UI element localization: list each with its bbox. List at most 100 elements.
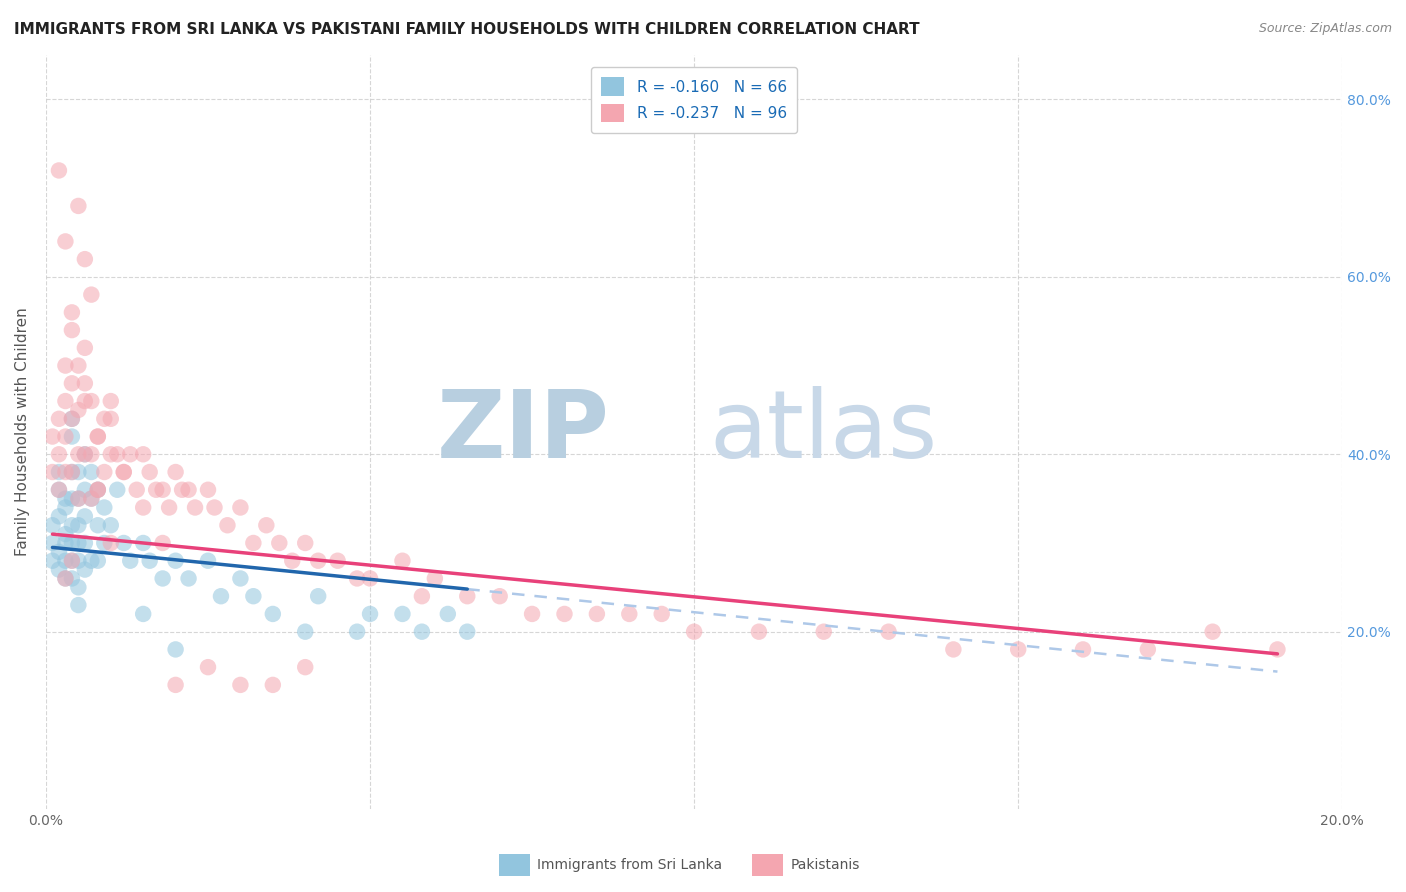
Point xyxy=(553,607,575,621)
Point xyxy=(326,554,349,568)
Point xyxy=(209,589,232,603)
Point xyxy=(105,483,128,497)
Point xyxy=(60,554,83,568)
Point xyxy=(87,429,110,443)
Point xyxy=(242,589,264,603)
Point xyxy=(423,572,446,586)
Legend: R = -0.160   N = 66, R = -0.237   N = 96: R = -0.160 N = 66, R = -0.237 N = 96 xyxy=(591,67,797,133)
Point xyxy=(73,563,96,577)
Point xyxy=(651,607,673,621)
Point xyxy=(67,403,90,417)
Point xyxy=(346,624,368,639)
Point xyxy=(132,500,155,515)
Point xyxy=(67,536,90,550)
Point xyxy=(100,447,122,461)
Point xyxy=(138,554,160,568)
Point xyxy=(93,536,115,550)
Point xyxy=(120,554,142,568)
Point xyxy=(125,483,148,497)
Point xyxy=(60,429,83,443)
Point xyxy=(67,580,90,594)
Point xyxy=(619,607,641,621)
Point xyxy=(294,660,316,674)
Point xyxy=(41,536,63,550)
Point xyxy=(269,536,291,550)
Point xyxy=(41,465,63,479)
Point xyxy=(87,554,110,568)
Point xyxy=(60,465,83,479)
Point xyxy=(145,483,167,497)
Point xyxy=(87,483,110,497)
Point xyxy=(55,500,77,515)
Point xyxy=(942,642,965,657)
Point xyxy=(60,412,83,426)
Point xyxy=(1136,642,1159,657)
Point xyxy=(229,500,252,515)
Point xyxy=(87,483,110,497)
Point xyxy=(411,589,433,603)
Point xyxy=(60,554,83,568)
Point xyxy=(229,572,252,586)
Point xyxy=(93,465,115,479)
Point xyxy=(55,527,77,541)
Point xyxy=(177,572,200,586)
Point xyxy=(55,429,77,443)
Point xyxy=(80,491,103,506)
Text: Pakistanis: Pakistanis xyxy=(790,858,859,871)
Point xyxy=(48,483,70,497)
Point xyxy=(87,429,110,443)
Text: ZIP: ZIP xyxy=(437,386,610,478)
Point xyxy=(456,589,478,603)
Y-axis label: Family Households with Children: Family Households with Children xyxy=(15,308,30,557)
Point xyxy=(73,447,96,461)
Point xyxy=(73,536,96,550)
Point xyxy=(67,465,90,479)
Point xyxy=(73,252,96,267)
Point xyxy=(60,465,83,479)
Point xyxy=(813,624,835,639)
Point xyxy=(197,660,219,674)
Point xyxy=(80,394,103,409)
Point xyxy=(100,518,122,533)
Point xyxy=(307,554,329,568)
Point xyxy=(73,509,96,524)
Point xyxy=(1007,642,1029,657)
Point xyxy=(877,624,900,639)
Point xyxy=(67,518,90,533)
Point xyxy=(1201,624,1223,639)
Point xyxy=(48,465,70,479)
Point xyxy=(112,465,135,479)
Point xyxy=(165,642,187,657)
Point xyxy=(100,412,122,426)
Point xyxy=(172,483,194,497)
Point xyxy=(93,500,115,515)
Point xyxy=(73,483,96,497)
Point xyxy=(48,563,70,577)
Point xyxy=(281,554,304,568)
Point xyxy=(67,491,90,506)
Point xyxy=(60,491,83,506)
Point xyxy=(411,624,433,639)
Point xyxy=(67,359,90,373)
Point xyxy=(55,359,77,373)
Point xyxy=(55,394,77,409)
Point xyxy=(67,554,90,568)
Point xyxy=(67,199,90,213)
Point xyxy=(1267,642,1289,657)
Point xyxy=(41,518,63,533)
Point xyxy=(254,518,277,533)
Point xyxy=(391,554,413,568)
Point xyxy=(80,554,103,568)
Point xyxy=(87,483,110,497)
Point xyxy=(105,447,128,461)
Point xyxy=(87,518,110,533)
Text: atlas: atlas xyxy=(710,386,938,478)
Point xyxy=(748,624,770,639)
Point xyxy=(80,491,103,506)
Point xyxy=(437,607,460,621)
Point xyxy=(197,554,219,568)
Point xyxy=(391,607,413,621)
Point xyxy=(60,305,83,319)
Point xyxy=(73,447,96,461)
Point xyxy=(1071,642,1094,657)
